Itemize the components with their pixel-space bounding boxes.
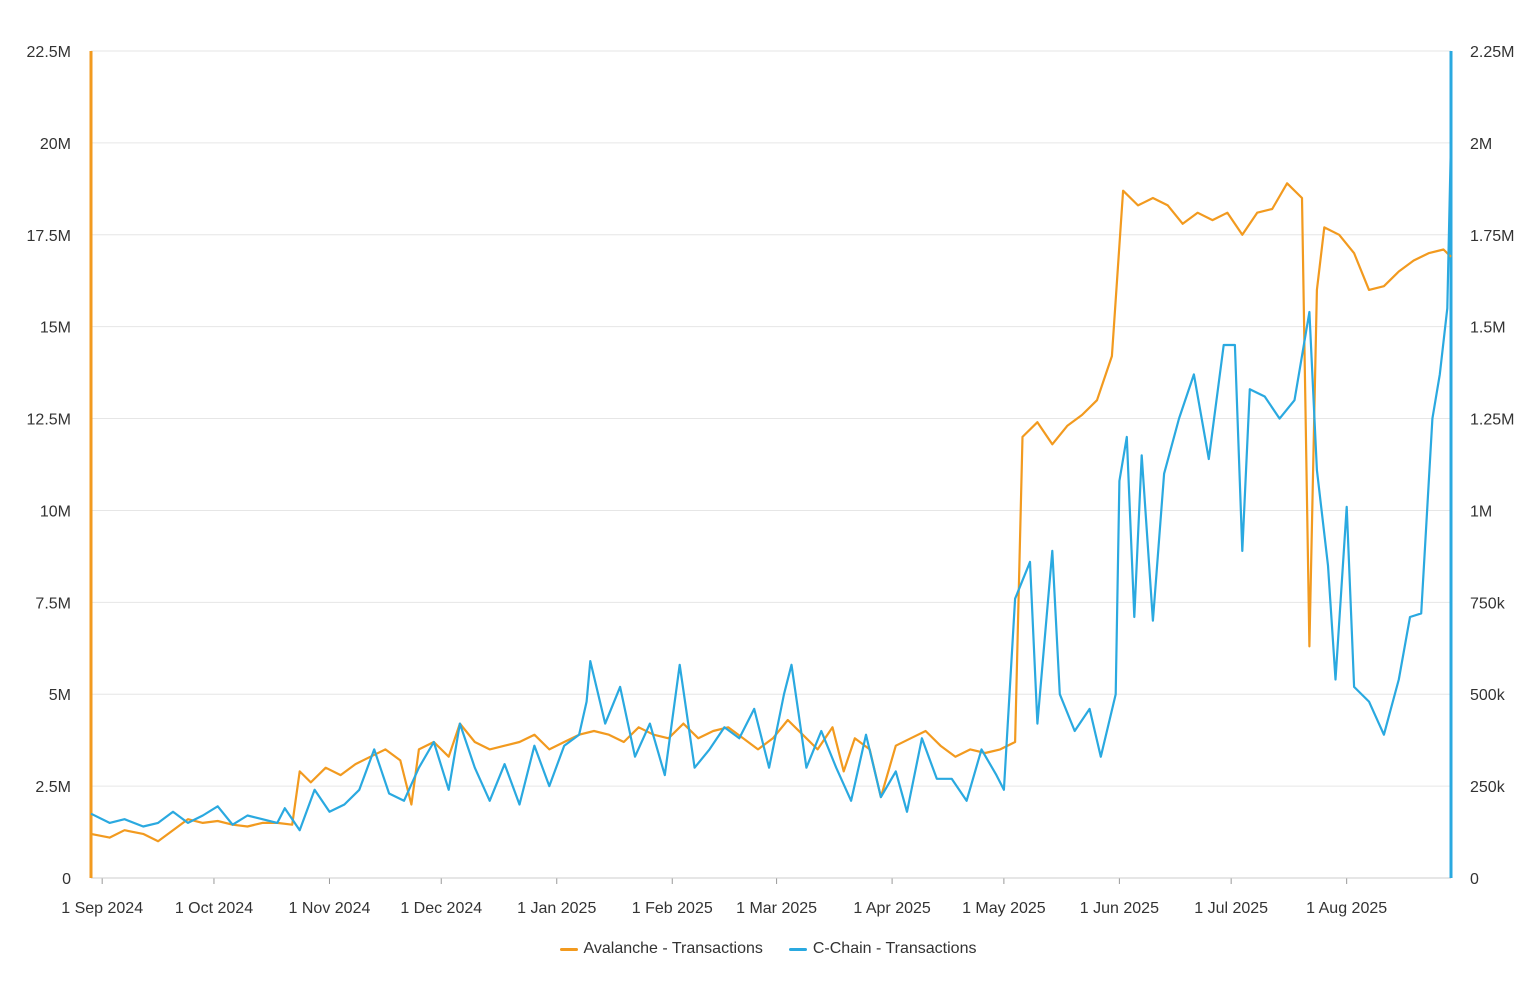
right-tick-label: 250k [1470, 779, 1506, 796]
left-tick-label: 7.5M [35, 595, 71, 612]
left-tick-label: 2.5M [35, 779, 71, 796]
grid-lines [91, 50, 1451, 787]
legend-item-avalanche[interactable]: Avalanche - Transactions [559, 940, 763, 958]
right-axis-tick-labels: 0 250k 500k 750k 1M 1.25M 1.5M 1.75M 2M 2.25M [1470, 44, 1514, 888]
legend: Avalanche - Transactions C-Chain - Trans… [0, 940, 1536, 958]
x-tick-label: 1 May 2025 [962, 900, 1046, 917]
right-tick-label: 0 [1470, 871, 1479, 888]
right-tick-label: 2M [1470, 136, 1492, 153]
left-tick-label: 15M [40, 320, 71, 337]
series-lines [90, 138, 1453, 843]
left-tick-label: 12.5M [27, 412, 71, 429]
x-tick-label: 1 Apr 2025 [853, 900, 931, 917]
right-tick-label: 1.75M [1470, 228, 1514, 245]
x-tick-label: 1 Oct 2024 [175, 900, 253, 917]
right-tick-label: 750k [1470, 595, 1506, 612]
left-tick-label: 0 [62, 871, 71, 888]
series-line-cchain [90, 138, 1453, 832]
legend-swatch-cchain [788, 947, 807, 951]
x-tick-label: 1 Feb 2025 [632, 900, 713, 917]
x-tick-label: 1 Jan 2025 [517, 900, 596, 917]
legend-swatch-avalanche [559, 947, 578, 951]
x-axis-tick-labels: 1 Sep 2024 1 Oct 2024 1 Nov 2024 1 Dec 2024… [61, 878, 1387, 917]
right-tick-label: 2.25M [1470, 44, 1514, 61]
right-tick-label: 1.5M [1470, 320, 1506, 337]
legend-label-avalanche: Avalanche - Transactions [583, 940, 763, 957]
x-tick-label: 1 Jun 2025 [1080, 900, 1159, 917]
legend-label-cchain: C-Chain - Transactions [812, 940, 977, 957]
left-axis-tick-labels: 0 2.5M 5M 7.5M 10M 12.5M 15M 17.5M 20M 22.5M [27, 44, 72, 888]
legend-item-cchain[interactable]: C-Chain - Transactions [788, 940, 977, 958]
right-tick-label: 1M [1470, 503, 1492, 520]
left-tick-label: 22.5M [27, 44, 71, 61]
x-tick-label: 1 Dec 2024 [400, 900, 482, 917]
right-tick-label: 500k [1470, 687, 1506, 704]
left-tick-label: 17.5M [27, 228, 71, 245]
left-tick-label: 10M [40, 503, 71, 520]
x-tick-label: 1 Aug 2025 [1306, 900, 1387, 917]
right-tick-label: 1.25M [1470, 412, 1514, 429]
series-line-avalanche [90, 182, 1452, 843]
x-tick-label: 1 Nov 2024 [289, 900, 371, 917]
left-tick-label: 20M [40, 136, 71, 153]
x-tick-label: 1 Mar 2025 [736, 900, 817, 917]
x-tick-label: 1 Sep 2024 [61, 900, 143, 917]
x-tick-label: 1 Jul 2025 [1194, 900, 1268, 917]
left-tick-label: 5M [49, 687, 71, 704]
